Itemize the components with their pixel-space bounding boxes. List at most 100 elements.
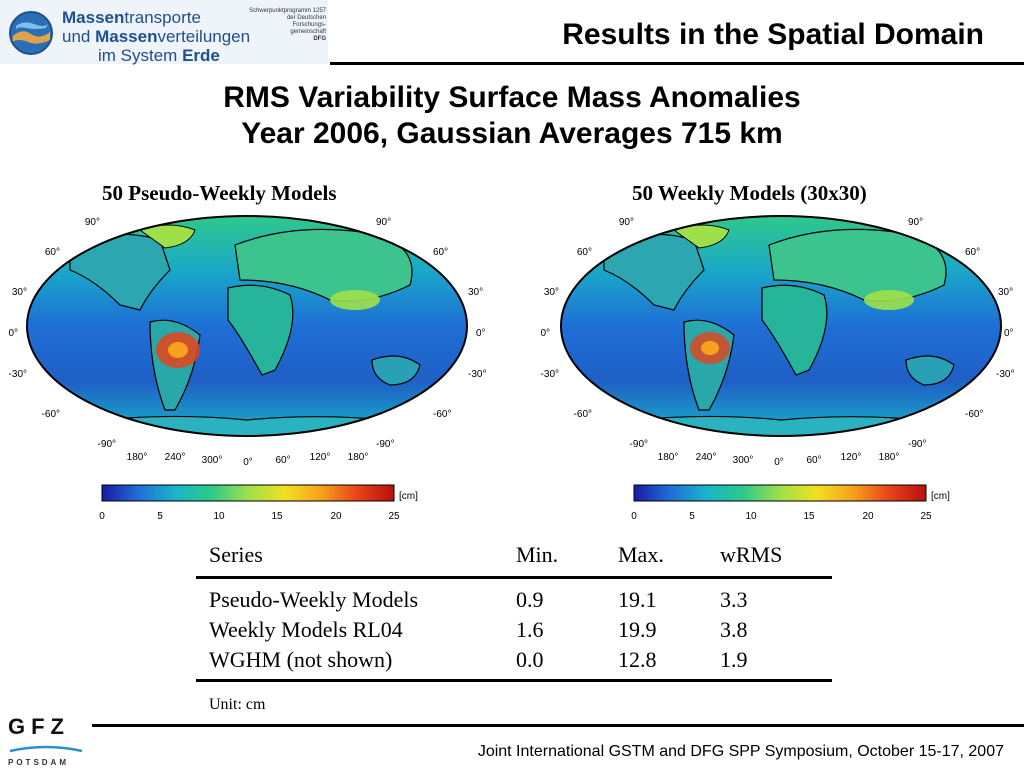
- svg-text:-60°: -60°: [433, 409, 451, 420]
- map-panel-weekly: 90° 60° 30° 0° -30° -60° -90° 90° 60° 30…: [530, 210, 1024, 530]
- unit-note: Unit: cm: [209, 696, 266, 713]
- table-header: wRMS: [720, 542, 783, 567]
- colorbar-unit: [cm]: [399, 491, 418, 502]
- svg-text:0°: 0°: [243, 457, 253, 468]
- table-rule: [196, 679, 832, 682]
- earth-logo-icon: [9, 11, 53, 55]
- table-cell: 12.8: [618, 647, 657, 672]
- colorbar-unit: [cm]: [931, 491, 950, 502]
- svg-text:15: 15: [803, 511, 815, 522]
- table-row: Weekly Models RL04 1.6 19.9 3.8: [196, 615, 832, 645]
- map-lat-labels: 90° 60° 30° 0° -30° -60° -90° 90° 60° 30…: [8, 217, 486, 450]
- svg-text:-90°: -90°: [98, 439, 116, 450]
- svg-text:180°: 180°: [658, 452, 679, 463]
- colorbar-ticks: 0 5 10 15 20 25: [631, 511, 932, 522]
- svg-text:-30°: -30°: [541, 369, 559, 380]
- table-cell: 0.9: [516, 587, 544, 612]
- svg-text:30°: 30°: [468, 287, 483, 298]
- table-rule: [196, 576, 832, 579]
- table-header: Series: [209, 542, 263, 567]
- table-cell: 3.3: [720, 587, 748, 612]
- svg-text:-90°: -90°: [376, 439, 394, 450]
- svg-text:20: 20: [330, 511, 342, 522]
- svg-text:120°: 120°: [841, 452, 862, 463]
- slide-title-line2: Year 2006, Gaussian Averages 715 km: [241, 117, 783, 150]
- svg-text:-60°: -60°: [574, 409, 592, 420]
- table-cell: Weekly Models RL04: [209, 617, 403, 642]
- svg-text:180°: 180°: [879, 452, 900, 463]
- footer-text: Joint International GSTM and DFG SPP Sym…: [477, 743, 1004, 760]
- header-title: Results in the Spatial Domain: [562, 18, 984, 51]
- svg-text:-30°: -30°: [468, 369, 486, 380]
- svg-text:-90°: -90°: [630, 439, 648, 450]
- table-cell: 1.6: [516, 617, 544, 642]
- svg-text:60°: 60°: [577, 247, 592, 258]
- table-header: Min.: [516, 542, 559, 567]
- svg-text:240°: 240°: [696, 452, 717, 463]
- map-lon-labels: 180° 240° 300° 0° 60° 120° 180°: [658, 452, 900, 468]
- svg-text:-90°: -90°: [908, 439, 926, 450]
- svg-text:30°: 30°: [544, 287, 559, 298]
- svg-text:0°: 0°: [8, 328, 18, 339]
- svg-text:300°: 300°: [202, 455, 223, 466]
- colorbar-ticks: 0 5 10 15 20 25: [99, 511, 400, 522]
- gfz-logo-sub: POTSDAM: [8, 758, 69, 767]
- svg-text:90°: 90°: [376, 217, 391, 228]
- slide-title-line1: RMS Variability Surface Mass Anomalies: [223, 81, 801, 114]
- svg-text:0°: 0°: [1004, 328, 1014, 339]
- slide-title: RMS Variability Surface Mass Anomalies Y…: [0, 80, 1024, 152]
- table-cell: WGHM (not shown): [209, 647, 393, 672]
- svg-text:-60°: -60°: [42, 409, 60, 420]
- svg-text:60°: 60°: [965, 247, 980, 258]
- svg-text:60°: 60°: [275, 455, 290, 466]
- svg-text:90°: 90°: [908, 217, 923, 228]
- stats-table: Series Min. Max. wRMS Pseudo-Weekly Mode…: [196, 540, 832, 682]
- svg-text:25: 25: [388, 511, 400, 522]
- svg-text:10: 10: [745, 511, 757, 522]
- map-lon-labels: 180° 240° 300° 0° 60° 120° 180°: [127, 452, 369, 468]
- map-label-weekly: 50 Weekly Models (30x30): [632, 181, 867, 205]
- svg-text:0: 0: [631, 511, 637, 522]
- svg-text:60°: 60°: [806, 455, 821, 466]
- svg-text:-60°: -60°: [965, 409, 983, 420]
- spp-logo: Massentransporte und Massenverteilungen …: [0, 0, 328, 65]
- svg-text:30°: 30°: [12, 287, 27, 298]
- map-label-pseudo-weekly: 50 Pseudo-Weekly Models: [102, 181, 337, 205]
- gfz-logo-name: GFZ: [8, 714, 70, 739]
- svg-text:20: 20: [862, 511, 874, 522]
- table-header: Max.: [618, 542, 664, 567]
- svg-text:240°: 240°: [165, 452, 186, 463]
- svg-text:60°: 60°: [433, 247, 448, 258]
- dfg-note: Schwerpunktprogramm 1257 der Deutschen F…: [248, 8, 326, 42]
- svg-text:5: 5: [157, 511, 163, 522]
- gfz-logo: GFZ POTSDAM: [8, 714, 88, 767]
- svg-text:-30°: -30°: [996, 369, 1014, 380]
- svg-text:0°: 0°: [540, 328, 550, 339]
- svg-text:0: 0: [99, 511, 105, 522]
- table-cell: Pseudo-Weekly Models: [209, 587, 419, 612]
- svg-text:60°: 60°: [45, 247, 60, 258]
- svg-text:90°: 90°: [619, 217, 634, 228]
- colorbar: [101, 484, 395, 502]
- svg-text:180°: 180°: [127, 452, 148, 463]
- map-panel-pseudo-weekly: 90° 60° 30° 0° -30° -60° -90° 90° 60° 30…: [0, 210, 520, 530]
- header-divider: [330, 62, 1024, 65]
- svg-text:300°: 300°: [733, 455, 754, 466]
- table-cell: 1.9: [720, 647, 748, 672]
- table-row: Pseudo-Weekly Models 0.9 19.1 3.3: [196, 585, 832, 615]
- svg-text:90°: 90°: [85, 217, 100, 228]
- table-cell: 19.1: [618, 587, 657, 612]
- svg-text:0°: 0°: [774, 457, 784, 468]
- svg-text:30°: 30°: [998, 287, 1013, 298]
- svg-text:10: 10: [213, 511, 225, 522]
- svg-text:5: 5: [689, 511, 695, 522]
- logo-wordmark: Massentransporte und Massenverteilungen …: [62, 8, 251, 65]
- table-cell: 19.9: [618, 617, 657, 642]
- svg-text:15: 15: [271, 511, 283, 522]
- svg-text:25: 25: [920, 511, 932, 522]
- svg-text:0°: 0°: [476, 328, 486, 339]
- svg-text:180°: 180°: [348, 452, 369, 463]
- footer-divider: [92, 724, 1024, 727]
- map-lat-labels: 90° 60° 30° 0° -30° -60° -90° 90° 60° 30…: [540, 217, 1014, 450]
- svg-text:-30°: -30°: [9, 369, 27, 380]
